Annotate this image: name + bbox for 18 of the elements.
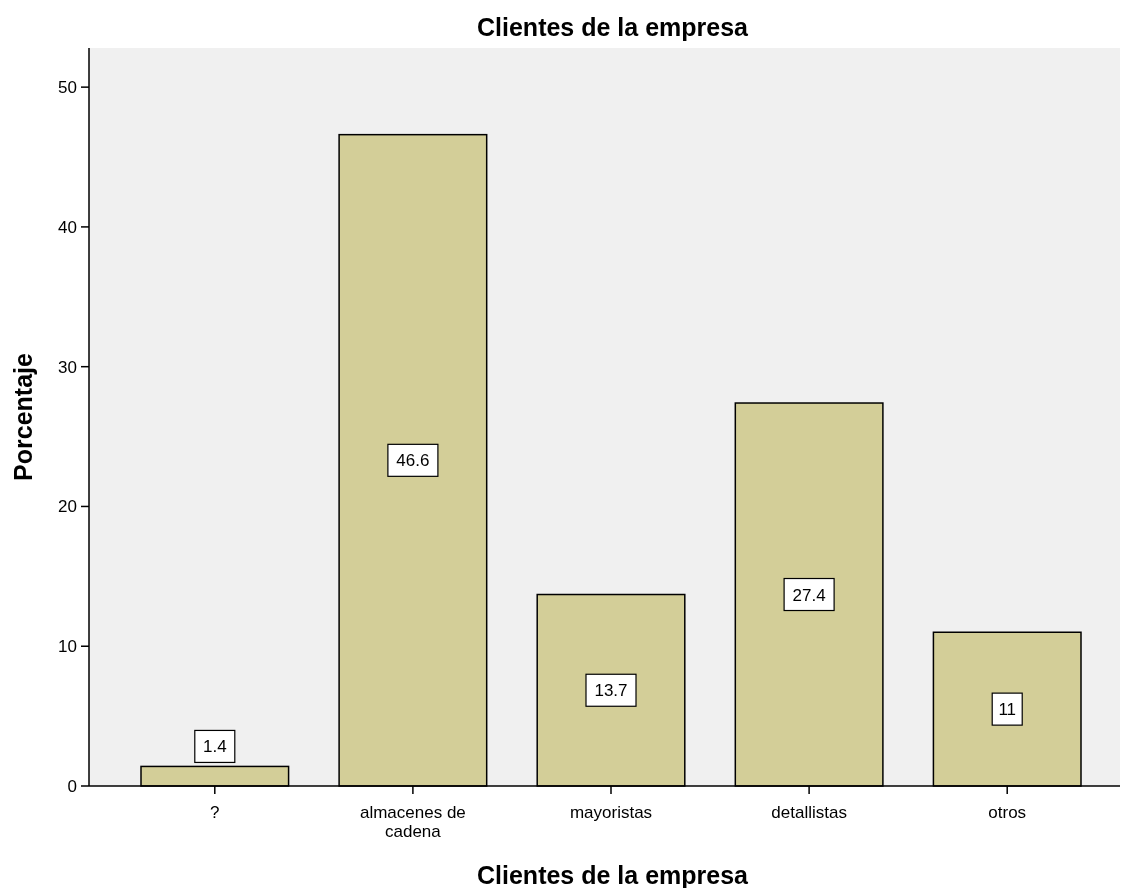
x-tick-label: otros [988, 803, 1027, 822]
y-tick-label: 20 [58, 497, 77, 517]
data-label: 11 [998, 700, 1017, 720]
data-label: 1.4 [202, 737, 227, 757]
x-tick-label: almacenes de cadena [359, 803, 466, 841]
data-label: 13.7 [594, 681, 628, 701]
y-axis-title: Porcentaje [9, 352, 37, 481]
y-tick-label: 50 [58, 78, 77, 98]
y-tick-label: 0 [67, 777, 77, 796]
x-tick-label: ? [210, 803, 220, 822]
chart-title: Clientes de la empresa [477, 13, 750, 41]
y-tick-label: 40 [58, 217, 77, 237]
x-tick-label: mayoristas [569, 803, 653, 822]
data-label: 27.4 [792, 585, 826, 605]
y-tick-label: 10 [58, 637, 77, 657]
y-tick-label: 30 [58, 357, 77, 377]
data-label: 46.6 [396, 451, 430, 471]
x-tick-label: detallistas [771, 803, 847, 822]
